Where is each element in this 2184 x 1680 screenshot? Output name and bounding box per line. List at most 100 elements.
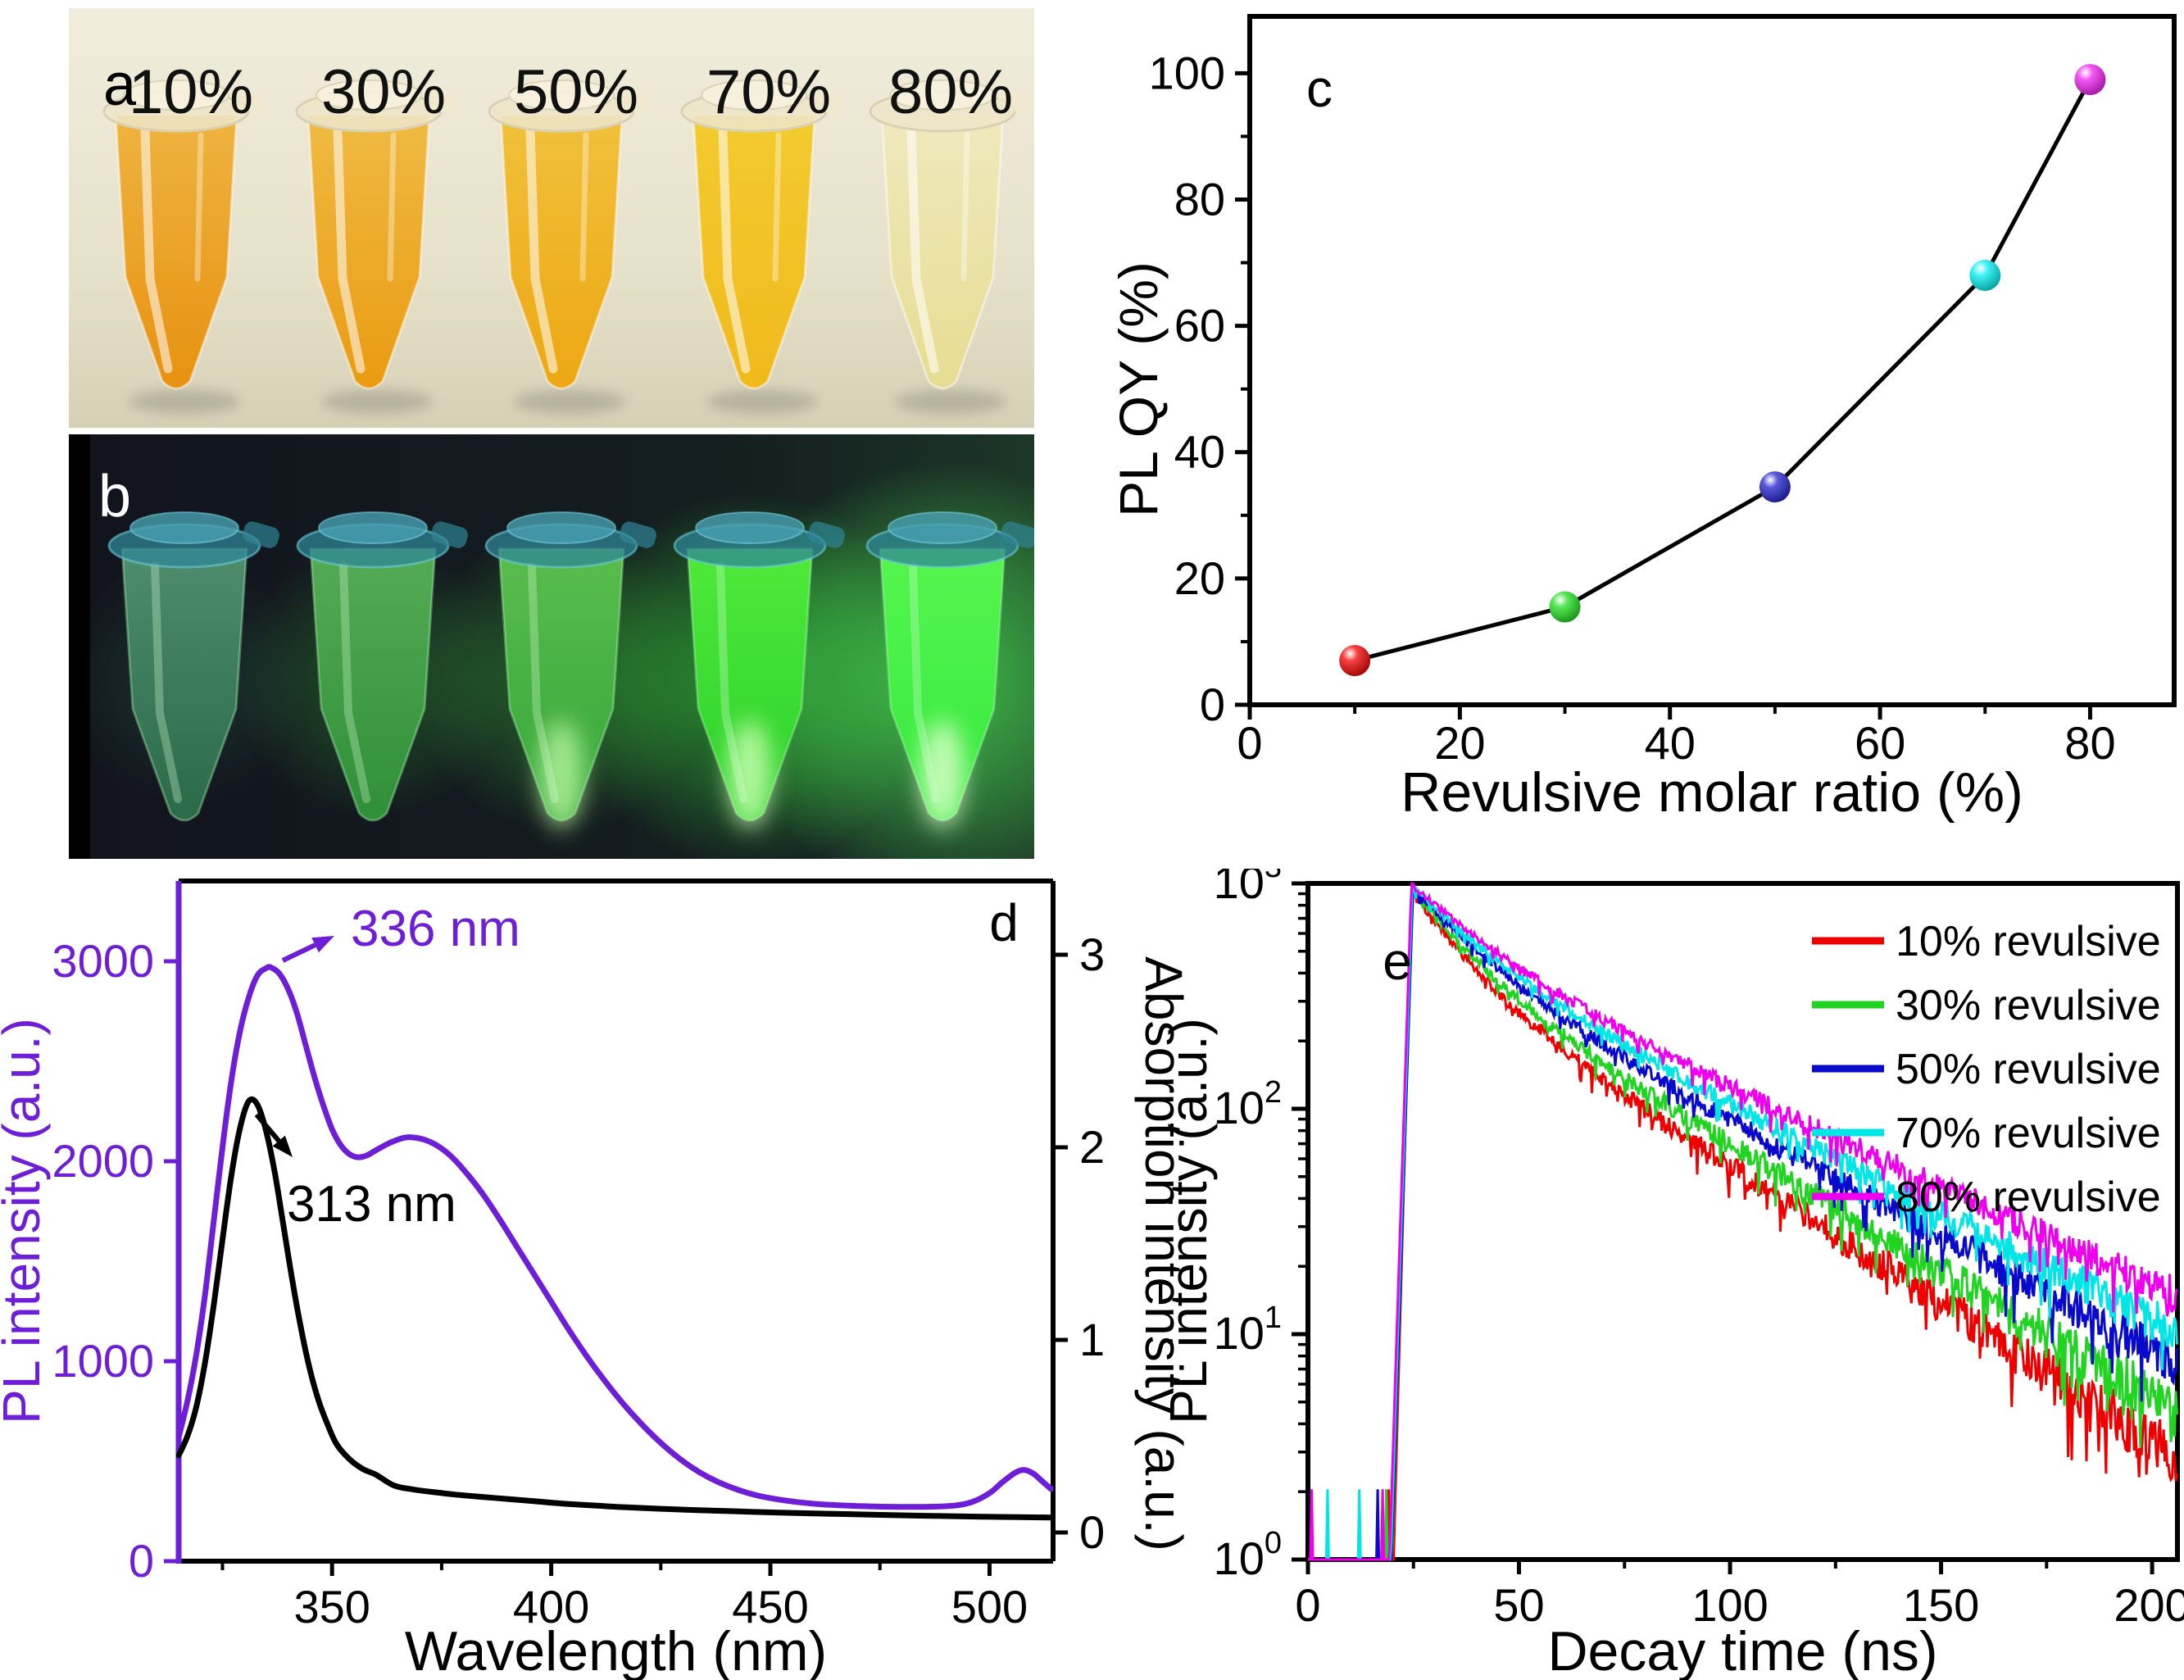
chart-decay: 0 50 100 150 200 100 101 102 103 10% revulsive 30%… <box>1164 869 2184 1680</box>
tube-body <box>309 547 437 822</box>
daylight-tubes-image: 10% 30% 50% 70% 80% <box>69 8 1034 428</box>
qy-trend-line <box>1354 78 2092 663</box>
right-tick-label: 0 <box>1079 1506 1105 1558</box>
x-tick-label: 500 <box>951 1581 1028 1632</box>
pl-peak-annotation: 336 nm <box>351 901 520 957</box>
y-tick-label: 0 <box>1200 679 1225 730</box>
tube-highlight <box>151 561 182 803</box>
y-tick-label: 80 <box>1174 173 1225 225</box>
y-tick-label: 100 <box>1214 1526 1282 1584</box>
tube-label-80: 80% <box>888 57 1013 127</box>
tube-cap-lid <box>129 511 239 544</box>
x-tick-label: 350 <box>293 1581 370 1632</box>
spectra-plot: 350 400 450 500 0 1000 2000 3000 0 1 2 3 336 nm 313 n… <box>0 879 1188 1680</box>
tube-cap-tab <box>1001 521 1034 548</box>
pl-peak-arrow <box>281 942 316 963</box>
tube-cap-lid <box>701 79 807 111</box>
tube-highlight <box>716 561 747 803</box>
film-edge <box>69 434 90 859</box>
tube-highlight <box>909 561 940 803</box>
legend-item: 50% revulsive <box>1812 1046 2161 1093</box>
plot-frame <box>1305 881 2180 1562</box>
data-point-80pct <box>2074 64 2106 96</box>
tube-daylight <box>488 79 652 414</box>
tube-highlight <box>525 126 558 374</box>
tube-daylight <box>102 79 266 414</box>
legend-label: 10% revulsive <box>1896 918 2161 965</box>
tube-highlight <box>772 132 782 282</box>
tube-cap-tab <box>615 89 652 115</box>
tube-daylight <box>869 79 1033 414</box>
tube-label-50: 50% <box>514 57 638 127</box>
tube-highlight <box>339 561 370 803</box>
x-tick-label: 80 <box>2064 717 2115 769</box>
panel-b-letter: b <box>98 464 132 529</box>
tube-cap-lid <box>695 511 805 544</box>
y-tick-label: 100 <box>1149 47 1225 98</box>
data-point-50pct <box>1759 471 1791 503</box>
data-point-70pct <box>1969 259 2001 291</box>
tube-cap-lid <box>123 79 229 111</box>
data-point-10pct <box>1339 645 1371 677</box>
panel-a-letter: a <box>103 52 137 118</box>
left-tick-label: 0 <box>129 1535 154 1587</box>
right-axis-title: Absorption intensity (a.u.) <box>1134 956 1188 1551</box>
plot-frame <box>1247 14 2177 707</box>
tube-label-70: 70% <box>706 57 831 127</box>
tube-label-30: 30% <box>321 57 446 127</box>
decay-trace-80pct <box>1308 882 2178 1561</box>
pl-curve <box>175 964 1054 1510</box>
x-tick-label: 50 <box>1493 1579 1544 1631</box>
tube-highlight <box>140 126 173 374</box>
decay-trace-10pct <box>1308 891 2178 1561</box>
left-tick-label: 3000 <box>52 935 154 987</box>
y-axis-title: PL QY (%) <box>1108 261 1169 517</box>
x-tick-label: 40 <box>1645 717 1696 769</box>
tube-cap-lid <box>889 79 996 111</box>
tube-shadow <box>129 389 240 414</box>
tube-cap-lid <box>506 511 616 544</box>
tube-body <box>120 547 248 822</box>
tube-shadow <box>514 389 625 414</box>
pl-peak-arrow-head <box>311 936 334 953</box>
left-tick-label: 2000 <box>52 1135 154 1187</box>
left-axis-title: PL intensity (a.u.) <box>0 1018 51 1424</box>
panel-c-letter: c <box>1306 59 1333 118</box>
legend: 10% revulsive 30% revulsive 50% revulsive 7… <box>1812 918 2161 1221</box>
y-tick-label: 40 <box>1174 426 1225 478</box>
x-tick-label: 400 <box>513 1581 589 1632</box>
tube-highlight <box>528 561 559 803</box>
legend-label: 50% revulsive <box>1896 1046 2161 1093</box>
tube-uv <box>484 511 656 829</box>
y-tick-label: 103 <box>1214 869 1282 908</box>
tube-cap-tab <box>808 89 844 115</box>
uv-tubes-image <box>69 434 1034 859</box>
tube-shadow <box>321 389 433 414</box>
abs-peak-arrow <box>254 1113 281 1143</box>
x-tick-label: 200 <box>2114 1579 2184 1631</box>
tube-highlight <box>387 132 397 282</box>
tube-highlight <box>579 132 589 282</box>
y-tick-label: 60 <box>1174 300 1225 352</box>
decay-trace-30pct <box>1308 883 2178 1561</box>
tube-cap-lid <box>318 511 428 544</box>
x-tick-label: 0 <box>1295 1579 1320 1631</box>
tube-cap-lid <box>316 79 422 111</box>
legend-item: 70% revulsive <box>1812 1110 2161 1157</box>
x-tick-label: 150 <box>1903 1579 1979 1631</box>
tube-shadow <box>706 389 818 414</box>
tube-uv <box>865 511 1034 829</box>
tube-uv <box>107 511 279 822</box>
tube-highlight <box>718 126 751 374</box>
right-tick-label: 2 <box>1079 1121 1105 1173</box>
absorption-curve <box>175 1096 1054 1521</box>
photo-panel-uv: b <box>69 434 1034 859</box>
tube-uv <box>296 511 468 822</box>
tube-cap-tab <box>431 521 468 548</box>
tube-bright-core <box>729 720 771 829</box>
right-tick-label: 1 <box>1079 1314 1105 1365</box>
x-axis-title: Wavelength (nm) <box>405 1620 827 1680</box>
panel-d-letter: d <box>989 893 1019 952</box>
tube-cap-tab <box>423 89 459 115</box>
x-axis-title: Decay time (ns) <box>1547 1620 1937 1680</box>
